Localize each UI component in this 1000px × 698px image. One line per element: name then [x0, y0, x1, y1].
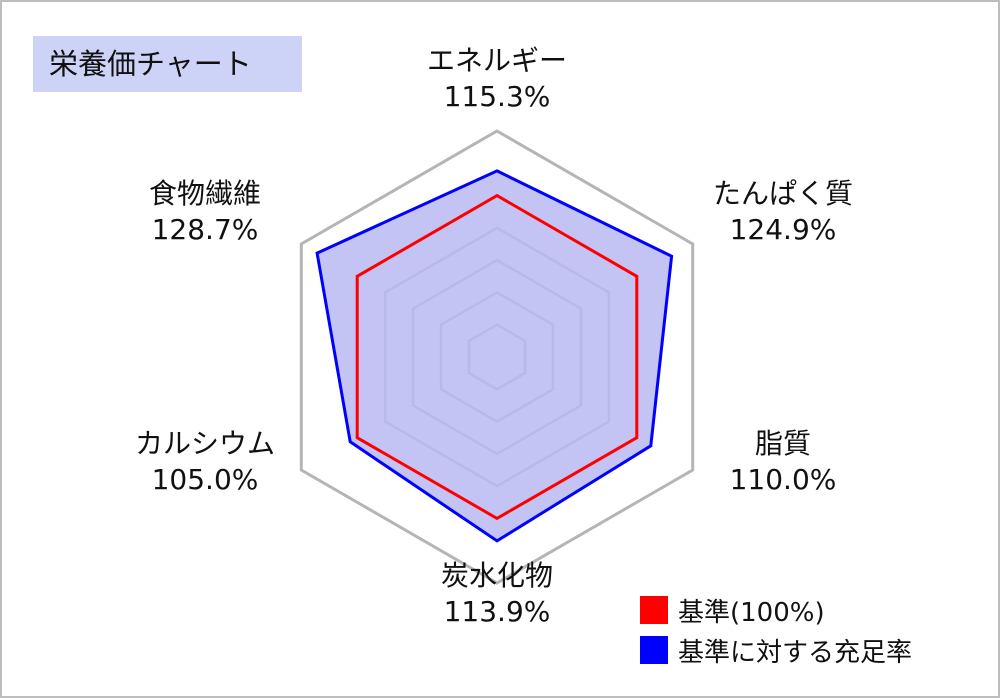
axis-value-3: 113.9%: [444, 595, 551, 628]
legend-label-reference: 基準(100%): [678, 597, 825, 628]
legend-item-reference: 基準(100%): [640, 590, 912, 630]
legend-swatch-reference: [640, 596, 668, 624]
axis-name-5: 食物繊維: [149, 177, 261, 210]
ratio-series-polygon: [315, 169, 674, 543]
axis-value-0: 115.3%: [444, 80, 551, 113]
axis-value-1: 124.9%: [730, 213, 837, 246]
axis-name-3: 炭水化物: [441, 559, 553, 592]
legend: 基準(100%) 基準に対する充足率: [640, 590, 912, 670]
chart-title: 栄養価チャート: [33, 36, 302, 92]
axis-name-2: 脂質: [755, 427, 811, 460]
reference-series-polygon: [355, 193, 639, 521]
legend-label-ratio: 基準に対する充足率: [678, 637, 913, 668]
grid-ring-140: [299, 129, 695, 585]
axis-name-1: たんぱく質: [713, 177, 853, 210]
legend-swatch-ratio: [640, 636, 668, 664]
axis-name-0: エネルギー: [427, 44, 567, 77]
legend-item-ratio: 基準に対する充足率: [640, 630, 912, 670]
axis-value-4: 105.0%: [152, 463, 259, 496]
axis-value-5: 128.7%: [152, 213, 259, 246]
axis-value-2: 110.0%: [730, 463, 837, 496]
axis-name-4: カルシウム: [135, 427, 275, 460]
